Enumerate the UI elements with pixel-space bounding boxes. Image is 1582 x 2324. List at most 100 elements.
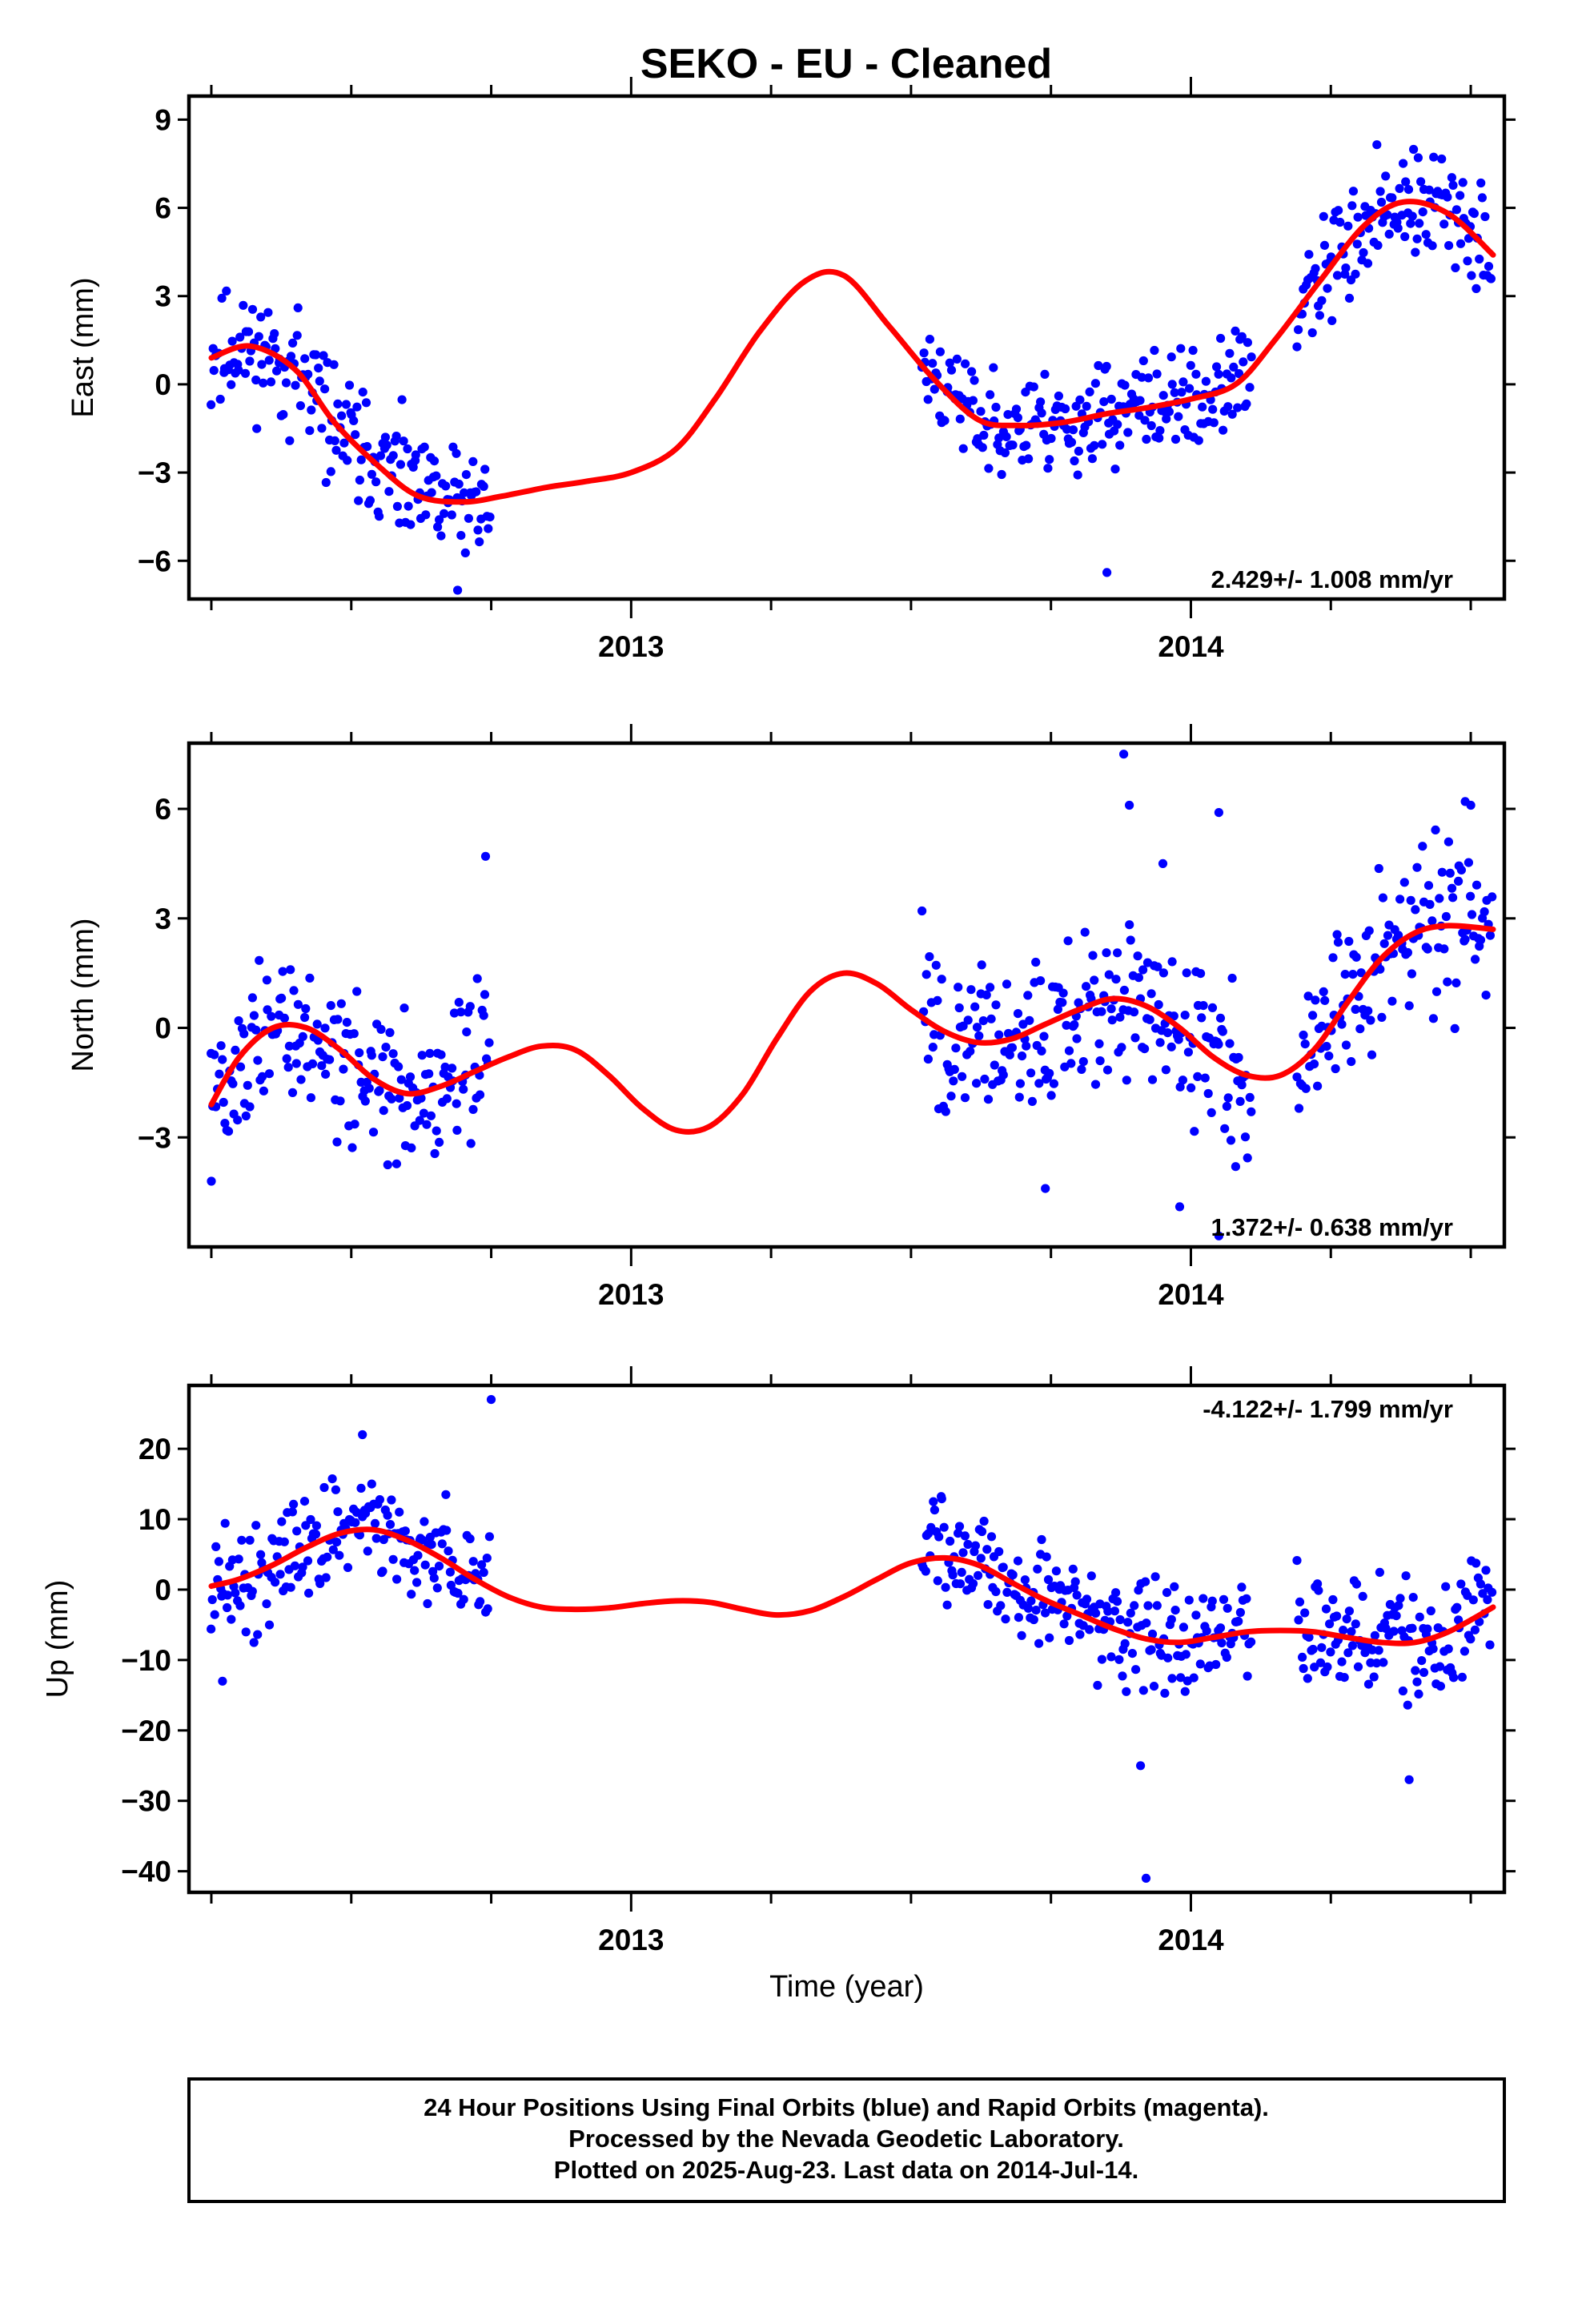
data-point [1075, 1630, 1085, 1639]
data-point [1219, 1594, 1229, 1604]
data-point [1401, 1571, 1411, 1581]
data-point [1138, 965, 1148, 975]
data-point [1041, 1608, 1050, 1618]
data-point [1154, 433, 1164, 443]
up-panel: 20 10 0 −10 −20 −30 −40 2013 2014 Up (mm) Time (ye… [41, 1366, 1516, 2004]
data-point [1022, 440, 1031, 450]
data-point [1458, 178, 1468, 187]
data-point [1484, 262, 1494, 271]
data-point [284, 1041, 294, 1051]
data-point [1166, 1614, 1176, 1624]
data-point [227, 380, 236, 389]
data-point [1351, 269, 1360, 279]
data-point [1476, 935, 1486, 945]
data-point [1163, 1653, 1173, 1663]
data-point [286, 1582, 295, 1592]
data-point [1234, 1052, 1243, 1063]
data-point [1023, 991, 1033, 1000]
data-point [283, 1063, 293, 1072]
data-point [306, 1093, 315, 1103]
data-point [456, 531, 466, 541]
data-point [293, 999, 303, 1009]
data-point [477, 1560, 487, 1570]
data-point [1408, 1593, 1418, 1602]
data-point [963, 1539, 973, 1550]
data-point [991, 1000, 1001, 1010]
data-point [1351, 1619, 1360, 1629]
up-data-points [207, 1395, 1497, 1883]
data-point [1234, 368, 1244, 379]
data-point [1133, 951, 1142, 961]
data-point [1117, 1043, 1126, 1052]
data-point [456, 1007, 466, 1017]
north-y-axis-label: North (mm) [66, 918, 100, 1072]
data-point [381, 1043, 391, 1052]
north-rate-label: 1.372+/- 0.638 mm/yr [1211, 1213, 1453, 1241]
data-point [1343, 221, 1353, 231]
data-point [1347, 1626, 1356, 1636]
data-point [1376, 197, 1387, 207]
data-point [1033, 1564, 1042, 1574]
data-point [1194, 436, 1203, 445]
data-point [253, 1630, 263, 1639]
data-point [441, 1490, 451, 1499]
data-point [1419, 1667, 1429, 1677]
data-point [1415, 1612, 1424, 1622]
data-point [1407, 1623, 1417, 1633]
data-point [207, 1594, 217, 1605]
data-point [923, 395, 933, 404]
data-point [1115, 1012, 1125, 1022]
data-point [1309, 1059, 1319, 1069]
y-tick-label: 3 [155, 280, 171, 313]
data-point [347, 1143, 357, 1152]
data-point [1337, 1657, 1347, 1667]
data-point [1477, 193, 1487, 203]
y-tick-label: 20 [139, 1433, 171, 1466]
data-point [955, 414, 965, 424]
data-point [299, 1497, 310, 1506]
data-point [1460, 1647, 1469, 1656]
data-point [1143, 1601, 1153, 1610]
data-point [1020, 1575, 1030, 1585]
data-point [1435, 1682, 1445, 1691]
data-point [287, 1088, 298, 1097]
data-point [1237, 1080, 1247, 1090]
data-point [378, 1566, 387, 1576]
data-point [1428, 1014, 1438, 1023]
data-point [1140, 1044, 1150, 1054]
data-point [1407, 211, 1417, 221]
data-point [448, 1063, 457, 1073]
data-point [1379, 1658, 1388, 1667]
data-point [361, 398, 371, 408]
data-point [1310, 1663, 1319, 1672]
data-point [1341, 1040, 1351, 1050]
data-point [1415, 219, 1424, 228]
data-point [1344, 293, 1355, 303]
data-point [360, 1096, 370, 1106]
y-tick-label: −10 [121, 1644, 171, 1677]
data-point [1152, 369, 1162, 379]
data-point [1070, 1020, 1079, 1030]
data-point [982, 990, 991, 999]
data-point [243, 1080, 252, 1090]
data-point [1059, 1619, 1069, 1629]
data-point [323, 1552, 332, 1562]
data-point [279, 409, 288, 420]
data-point [1208, 404, 1218, 414]
data-point [1299, 1663, 1308, 1674]
data-point [954, 1003, 964, 1013]
data-point [210, 1610, 219, 1619]
data-point [989, 363, 998, 372]
data-point [245, 1535, 255, 1545]
data-point [468, 1104, 478, 1114]
data-point [416, 1093, 426, 1103]
data-point [1102, 948, 1111, 958]
data-point [264, 1069, 274, 1079]
data-point [1488, 892, 1497, 902]
data-point [270, 329, 279, 339]
data-point [1040, 369, 1050, 379]
data-point [1141, 1577, 1150, 1586]
data-point [1120, 1638, 1130, 1648]
data-point [1094, 360, 1103, 371]
data-point [1326, 1647, 1335, 1657]
